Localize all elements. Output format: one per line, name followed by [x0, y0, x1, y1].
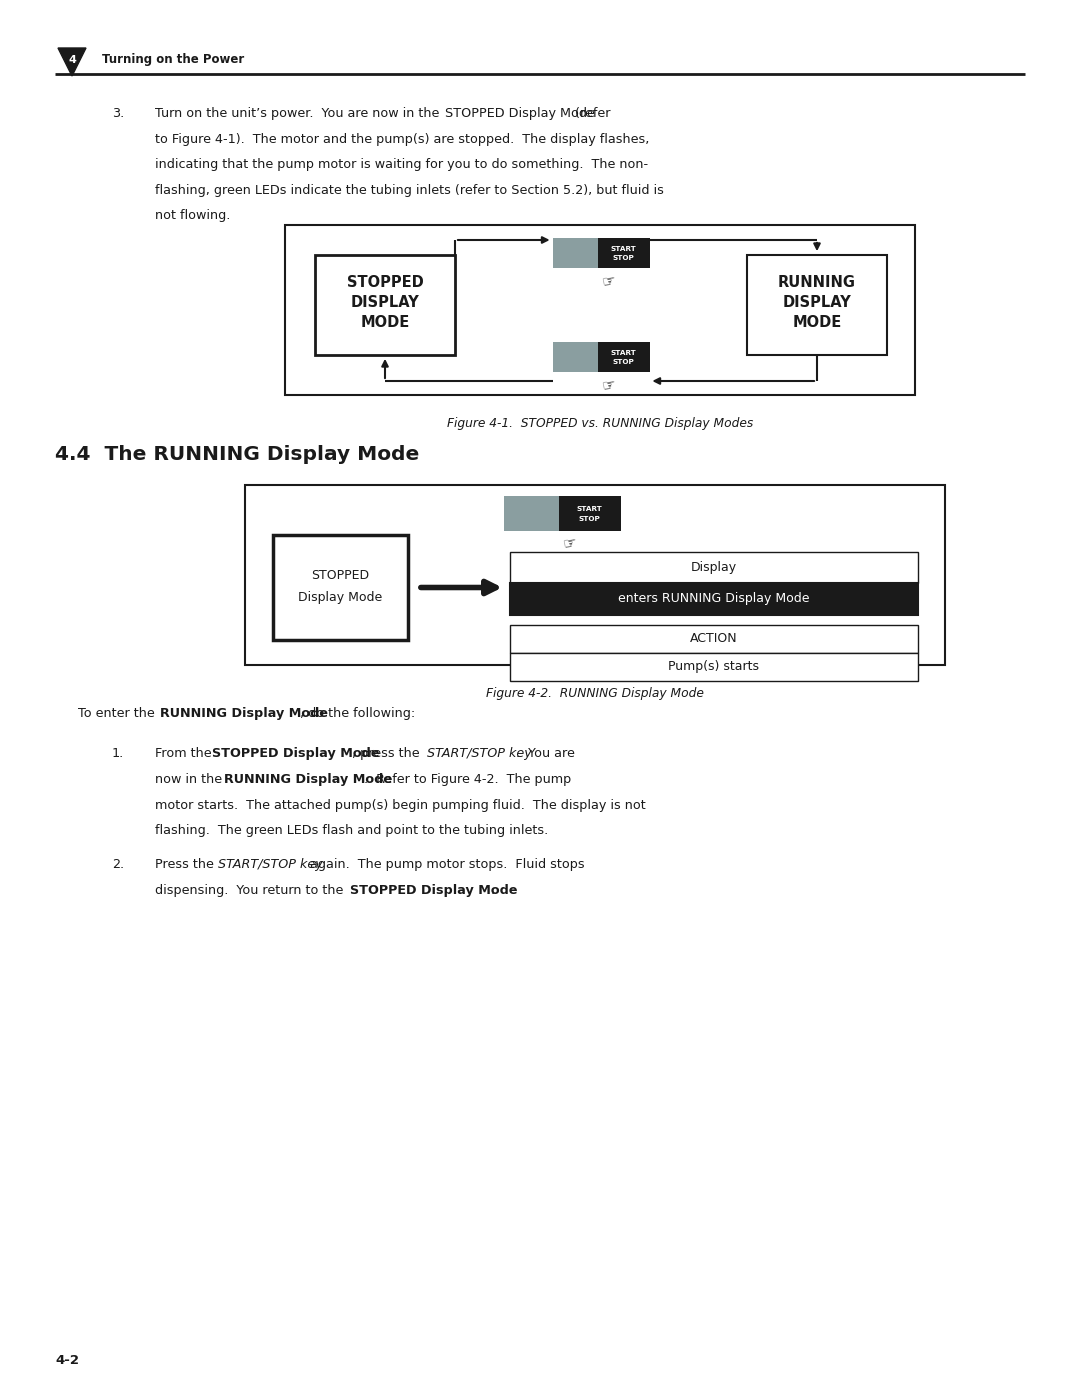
Text: RUNNING: RUNNING: [778, 274, 856, 289]
Text: Turn on the unit’s power.  You are now in the: Turn on the unit’s power. You are now in…: [156, 108, 444, 120]
Text: ☞: ☞: [562, 535, 578, 553]
Bar: [553, 342, 597, 372]
Text: again.  The pump motor stops.  Fluid stops: again. The pump motor stops. Fluid stops: [307, 858, 585, 872]
Text: START: START: [577, 506, 603, 511]
Text: From the: From the: [156, 747, 216, 760]
Text: To enter the: To enter the: [78, 707, 159, 719]
Bar: [558, 496, 621, 531]
Bar: [503, 496, 558, 531]
Text: to Figure 4-1).  The motor and the pump(s) are stopped.  The display flashes,: to Figure 4-1). The motor and the pump(s…: [156, 133, 649, 145]
Text: ☞: ☞: [600, 377, 617, 394]
Bar: [553, 237, 597, 268]
Text: flashing, green LEDs indicate the tubing inlets (refer to Section 5.2), but flui: flashing, green LEDs indicate the tubing…: [156, 183, 664, 197]
Text: STOPPED: STOPPED: [311, 569, 369, 583]
Text: not flowing.: not flowing.: [156, 210, 230, 222]
Bar: [273, 535, 408, 640]
Text: 1.: 1.: [112, 747, 124, 760]
Text: START: START: [610, 351, 636, 356]
Text: STOPPED Display Mode: STOPPED Display Mode: [445, 108, 595, 120]
Bar: [510, 583, 918, 615]
Text: .  Refer to Figure 4-2.  The pump: . Refer to Figure 4-2. The pump: [364, 773, 571, 785]
Text: dispensing.  You return to the: dispensing. You return to the: [156, 884, 348, 897]
Text: STOP: STOP: [579, 517, 600, 522]
Text: START/STOP key: START/STOP key: [428, 747, 532, 760]
Polygon shape: [58, 47, 86, 75]
Text: START: START: [610, 246, 636, 253]
Text: MODE: MODE: [793, 314, 841, 330]
Bar: [510, 552, 918, 583]
Text: Display Mode: Display Mode: [298, 591, 382, 604]
Text: Display: Display: [691, 562, 737, 574]
Text: STOP: STOP: [612, 359, 634, 366]
Text: 3.: 3.: [112, 108, 124, 120]
Text: .: .: [490, 884, 495, 897]
Text: Press the: Press the: [156, 858, 218, 872]
Text: , do the following:: , do the following:: [300, 707, 415, 719]
Bar: [510, 652, 918, 680]
Text: ☞: ☞: [600, 272, 617, 291]
Text: 4.4  The RUNNING Display Mode: 4.4 The RUNNING Display Mode: [55, 446, 419, 464]
Bar: [510, 624, 918, 652]
Text: , press the: , press the: [352, 747, 423, 760]
Text: START/STOP key: START/STOP key: [218, 858, 323, 872]
Bar: [285, 225, 915, 395]
Bar: [747, 256, 887, 355]
Text: Figure 4-2.  RUNNING Display Mode: Figure 4-2. RUNNING Display Mode: [486, 687, 704, 700]
Text: STOPPED: STOPPED: [347, 274, 423, 289]
Text: RUNNING Display Mode: RUNNING Display Mode: [160, 707, 328, 719]
Bar: [597, 237, 649, 268]
Text: motor starts.  The attached pump(s) begin pumping fluid.  The display is not: motor starts. The attached pump(s) begin…: [156, 799, 646, 812]
Text: STOPPED Display Mode: STOPPED Display Mode: [212, 747, 379, 760]
Text: 4: 4: [68, 54, 76, 64]
Text: Pump(s) starts: Pump(s) starts: [669, 659, 759, 673]
Text: ACTION: ACTION: [690, 631, 738, 645]
Text: RUNNING Display Mode: RUNNING Display Mode: [225, 773, 392, 785]
Text: enters RUNNING Display Mode: enters RUNNING Display Mode: [618, 592, 810, 605]
Text: now in the: now in the: [156, 773, 226, 785]
Text: flashing.  The green LEDs flash and point to the tubing inlets.: flashing. The green LEDs flash and point…: [156, 824, 549, 837]
Text: (refer: (refer: [571, 108, 610, 120]
Text: DISPLAY: DISPLAY: [351, 295, 419, 310]
Bar: [245, 485, 945, 665]
Text: 2.: 2.: [112, 858, 124, 872]
Text: Figure 4-1.  STOPPED vs. RUNNING Display Modes: Figure 4-1. STOPPED vs. RUNNING Display …: [447, 416, 753, 430]
Text: Turning on the Power: Turning on the Power: [102, 53, 244, 66]
Text: MODE: MODE: [361, 314, 409, 330]
Text: indicating that the pump motor is waiting for you to do something.  The non-: indicating that the pump motor is waitin…: [156, 158, 648, 170]
Bar: [597, 342, 649, 372]
Text: .  You are: . You are: [515, 747, 575, 760]
Bar: [315, 256, 455, 355]
Text: 4-2: 4-2: [55, 1354, 79, 1368]
Text: STOPPED Display Mode: STOPPED Display Mode: [350, 884, 517, 897]
Text: STOP: STOP: [612, 256, 634, 261]
Text: DISPLAY: DISPLAY: [783, 295, 851, 310]
